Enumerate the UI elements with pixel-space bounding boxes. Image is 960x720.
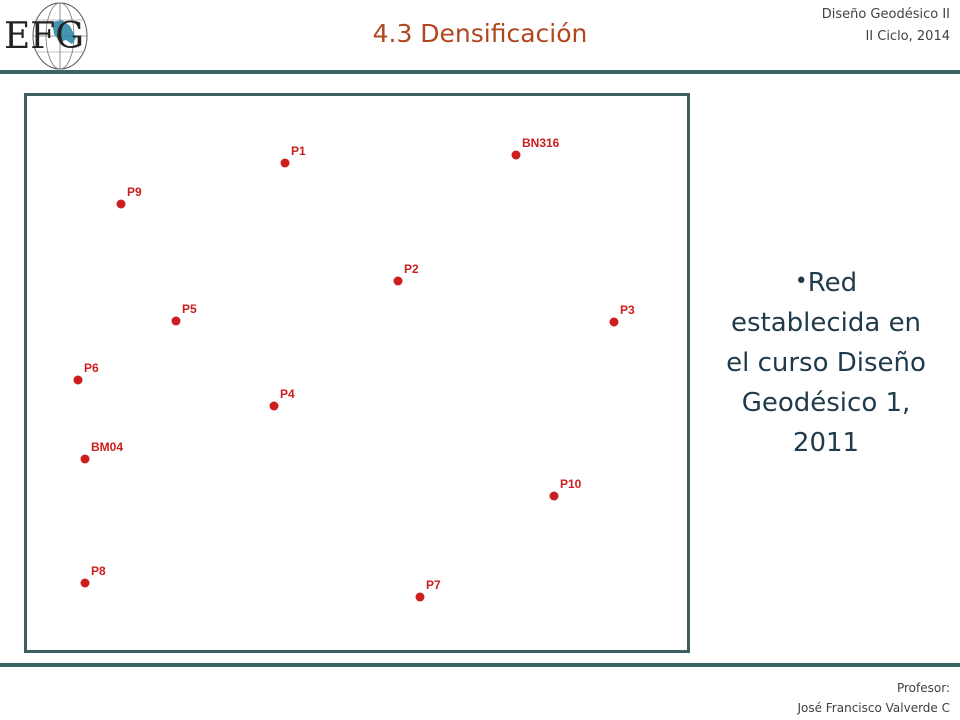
network-map: P1 BN316 P9 P2 P5 P3 P6 P4 BM04 P10 P8 P7 bbox=[24, 93, 690, 653]
course-term: II Ciclo, 2014 bbox=[865, 29, 950, 44]
header-divider bbox=[0, 70, 960, 74]
bullet-line-2: establecida en bbox=[730, 308, 922, 338]
footer-info: Profesor: José Francisco Valverde C bbox=[797, 678, 950, 718]
footer-divider bbox=[0, 663, 960, 667]
network-point-p7: P7 bbox=[415, 578, 441, 602]
network-point-p6: P6 bbox=[73, 361, 99, 385]
network-point-p1: P1 bbox=[280, 144, 306, 168]
bullet-text: •Red establecida en el curso Diseño Geod… bbox=[706, 262, 946, 463]
network-map-canvas: P1 BN316 P9 P2 P5 P3 P6 P4 BM04 P10 P8 P7 bbox=[73, 136, 635, 602]
network-point-p10: P10 bbox=[549, 477, 582, 501]
point-label: BM04 bbox=[91, 440, 123, 454]
point-marker bbox=[73, 375, 83, 385]
footer-name: José Francisco Valverde C bbox=[797, 701, 950, 715]
bullet-icon: • bbox=[794, 269, 808, 294]
point-marker bbox=[511, 150, 521, 160]
network-point-p8: P8 bbox=[80, 564, 106, 588]
point-label: P5 bbox=[182, 302, 197, 316]
point-label: P3 bbox=[620, 303, 635, 317]
course-name: Diseño Geodésico II bbox=[821, 7, 950, 22]
point-label: P10 bbox=[560, 477, 582, 491]
point-label: P1 bbox=[291, 144, 306, 158]
point-marker bbox=[80, 454, 90, 464]
network-point-bn316: BN316 bbox=[511, 136, 560, 160]
point-marker bbox=[116, 199, 126, 209]
bullet-line-3: el curso Diseño bbox=[726, 348, 926, 378]
point-marker bbox=[171, 316, 181, 326]
point-label: BN316 bbox=[522, 136, 560, 150]
slide-title: 4.3 Densificación bbox=[372, 19, 588, 48]
point-label: P8 bbox=[91, 564, 106, 578]
point-label: P9 bbox=[127, 185, 142, 199]
footer-role: Profesor: bbox=[896, 681, 950, 695]
network-point-p2: P2 bbox=[393, 262, 419, 286]
bullet-line-1: Red bbox=[807, 268, 858, 298]
point-label: P4 bbox=[280, 387, 295, 401]
point-marker bbox=[415, 592, 425, 602]
bullet-line-5: 2011 bbox=[792, 428, 860, 458]
point-marker bbox=[609, 317, 619, 327]
network-point-p3: P3 bbox=[609, 303, 635, 327]
point-marker bbox=[80, 578, 90, 588]
point-label: P2 bbox=[404, 262, 419, 276]
network-point-p4: P4 bbox=[269, 387, 295, 411]
logo-text: EFG bbox=[4, 16, 84, 57]
point-label: P7 bbox=[426, 578, 441, 592]
network-point-p5: P5 bbox=[171, 302, 197, 326]
point-marker bbox=[393, 276, 403, 286]
network-point-bm04: BM04 bbox=[80, 440, 123, 464]
point-marker bbox=[280, 158, 290, 168]
course-info: Diseño Geodésico II II Ciclo, 2014 bbox=[822, 4, 950, 48]
bullet-line-4: Geodésico 1, bbox=[741, 388, 911, 418]
logo: EFG bbox=[0, 0, 120, 72]
point-label: P6 bbox=[84, 361, 99, 375]
point-marker bbox=[269, 401, 279, 411]
network-point-p9: P9 bbox=[116, 185, 142, 209]
globe-logo-icon: EFG bbox=[4, 2, 88, 70]
point-marker bbox=[549, 491, 559, 501]
